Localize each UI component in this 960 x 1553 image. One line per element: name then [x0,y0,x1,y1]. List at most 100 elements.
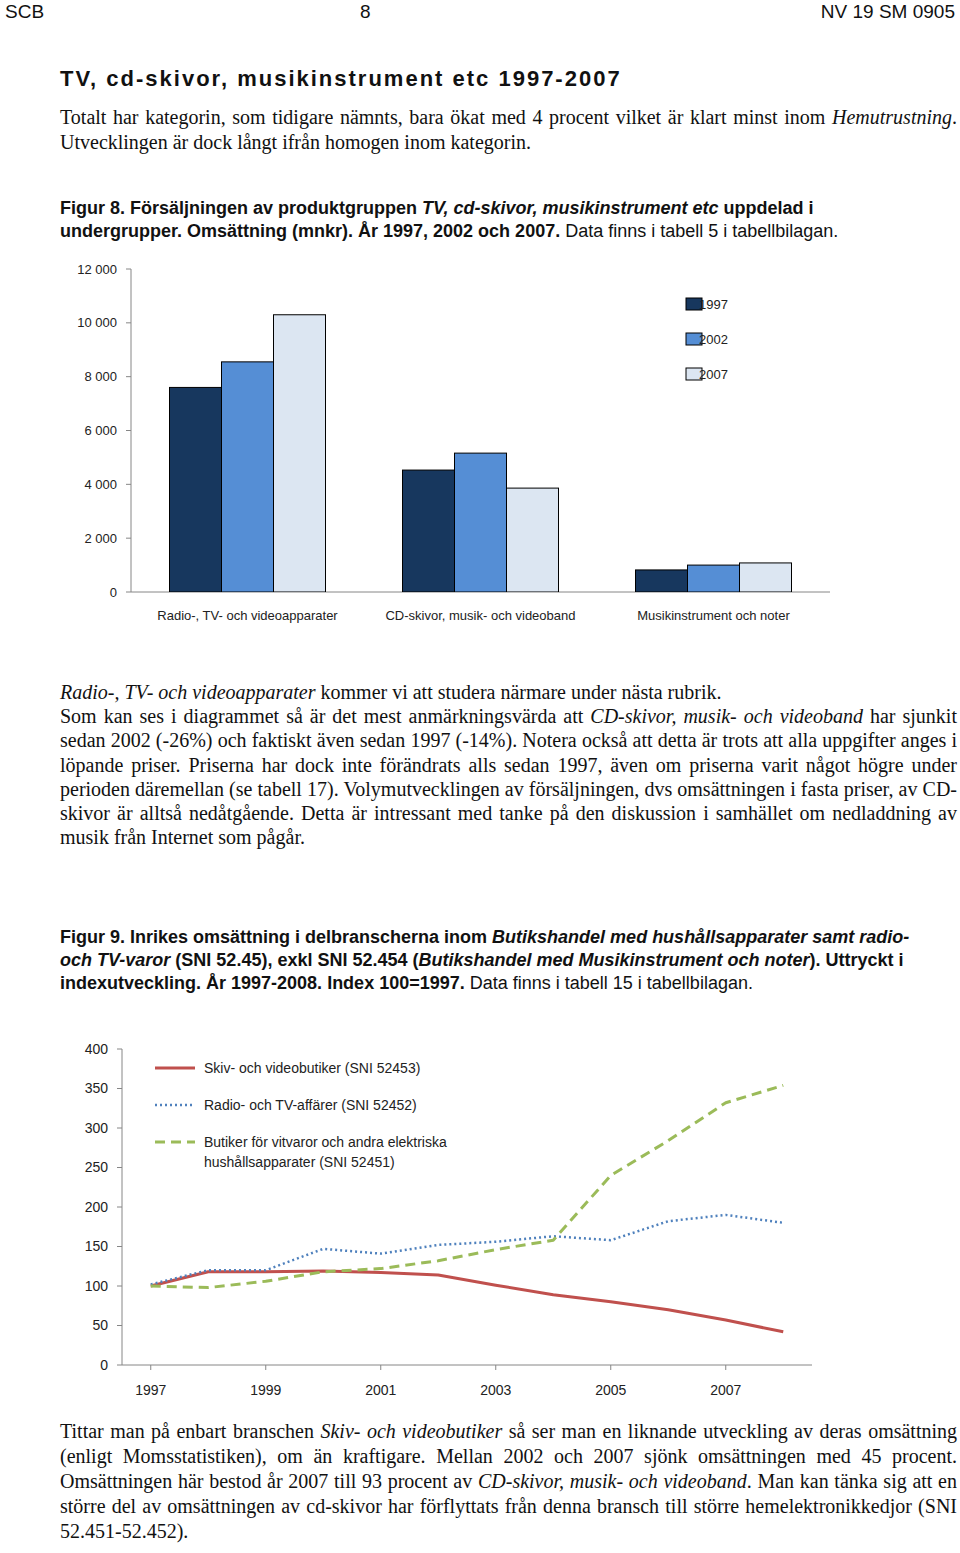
text-run: (SNI 52.45), exkl SNI 52.454 ( [170,950,418,970]
legend-swatch-line [155,1104,195,1107]
y-tick [126,430,131,431]
legend-swatch [155,1136,197,1148]
header-page-number: 8 [360,0,371,24]
legend-label: Skiv- och videobutiker (SNI 52453) [204,1058,494,1078]
x-tick-label: 2001 [365,1382,396,1398]
x-tick [380,1365,381,1370]
y-tick-label: 100 [85,1278,109,1294]
legend-label: 2007 [699,367,728,382]
figure-caption: Figur 9. Inrikes omsättning i delbransch… [60,926,940,995]
y-tick [126,484,131,485]
legend-swatch-line [155,1141,195,1144]
bar [455,453,507,592]
text-run: Data finns i tabell 15 i tabellbilagan. [465,973,753,993]
y-axis [122,1049,123,1365]
y-tick [117,1246,122,1247]
x-tick-label: Radio-, TV- och videoapparater [157,608,338,623]
lines [151,1085,784,1331]
text-run: Skiv- och videobutiker [320,1420,502,1442]
legend-swatch [155,1062,197,1074]
y-tick-label: 4 000 [84,477,117,492]
text-block: Figur 8. Försäljningen av produktgruppen… [60,197,940,243]
x-tick-label: CD-skivor, musik- och videoband [385,608,575,623]
text-run: Figur 9. Inrikes omsättning i delbransch… [60,927,492,947]
y-tick [117,1049,122,1050]
y-tick-label: 12 000 [77,262,117,277]
bar [636,570,688,592]
y-tick-label: 250 [85,1159,109,1175]
y-tick [117,1286,122,1287]
x-tick-label: Musikinstrument och noter [637,608,790,623]
bar [222,362,274,592]
series-line [151,1085,784,1287]
x-tick [150,1365,151,1370]
text-run: TV, cd-skivor, musikinstrument etc [422,198,718,218]
y-tick [126,592,131,593]
y-tick [126,269,131,270]
y-tick [117,1365,122,1366]
y-tick-label: 400 [85,1041,109,1057]
paragraph: Totalt har kategorin, som tidigare nämnt… [60,105,957,155]
x-tick-label: 1999 [250,1382,281,1398]
legend-entry: Butiker för vitvaror och andra elektrisk… [155,1132,495,1172]
y-tick-label: 10 000 [77,315,117,330]
y-axis [131,269,132,592]
paragraph: Figur 8. Försäljningen av produktgruppen… [60,197,940,243]
bar [403,470,455,592]
bar-chart: 0 2 000 4 000 6 000 8 000 10 000 12 000 Radio-,… [77,262,830,623]
y-tick-label: 150 [85,1238,109,1254]
text-run: kommer vi att studera närmare under näst… [316,681,722,703]
x-axis [122,1365,812,1366]
text-run: CD-skivor, musik- och videoband [590,705,863,727]
y-tick [126,376,131,377]
text-run: Data finns i tabell 5 i tabellbilagan. [560,221,838,241]
series-line [151,1215,784,1285]
paragraph: Tittar man på enbart branschen Skiv- och… [60,1419,957,1544]
paragraph: Radio-, TV- och videoapparater kommer vi… [60,680,957,704]
x-tick-label: 2007 [710,1382,741,1398]
text-run: Figur 8. Försäljningen av produktgruppen [60,198,422,218]
bars [170,315,792,592]
y-tick-label: 0 [100,1357,108,1373]
bar [688,565,740,592]
legend-label: 1997 [699,297,728,312]
x-tick [495,1365,496,1370]
y-tick-label: 350 [85,1080,109,1096]
y-tick [117,1128,122,1129]
bar [507,488,559,592]
legend-swatch-line [155,1067,195,1070]
y-tick-label: 50 [92,1317,108,1333]
charts-layer: 0 2 000 4 000 6 000 8 000 10 000 12 000 Radio-,… [0,0,960,1553]
y-tick [117,1207,122,1208]
header-right: NV 19 SM 0905 [821,0,955,24]
bar [274,315,326,592]
y-tick [117,1088,122,1089]
x-tick [265,1365,266,1370]
y-tick [117,1167,122,1168]
text-run: Totalt har kategorin, som tidigare nämnt… [60,106,832,128]
legend: 199720022007 [686,297,728,382]
text-block: Totalt har kategorin, som tidigare nämnt… [60,105,957,155]
y-tick-label: 8 000 [84,369,117,384]
line-chart: 0501001502002503003504001997199920012003… [85,1041,812,1398]
y-tick [126,538,131,539]
text-run: Tittar man på enbart branschen [60,1420,320,1442]
text-run: Som kan ses i diagrammet så är det mest … [60,705,590,727]
y-tick-label: 2 000 [84,531,117,546]
legend-swatch [155,1099,197,1111]
y-tick-label: 6 000 [84,423,117,438]
section-heading: TV, cd-skivor, musikinstrument etc 1997-… [60,66,622,92]
text-run: Butikshandel med Musikinstrument och not… [419,950,810,970]
y-tick [117,1325,122,1326]
x-tick [610,1365,611,1370]
text-run: CD-skivor, musik- och video­band [478,1470,747,1492]
text-run: Radio-, TV- och videoapparater [60,681,316,703]
y-tick-label: 0 [110,585,117,600]
y-tick [126,322,131,323]
legend-entry: Radio- och TV-affärer (SNI 52452) [155,1095,495,1115]
text-run: Hem­utrustning [832,106,952,128]
legend: Skiv- och videobutiker (SNI 52453) Radio-… [155,1058,495,1178]
bar [740,563,792,592]
paragraph: Figur 9. Inrikes omsättning i delbransch… [60,926,940,995]
text-block: Radio-, TV- och videoapparater kommer vi… [60,680,957,849]
